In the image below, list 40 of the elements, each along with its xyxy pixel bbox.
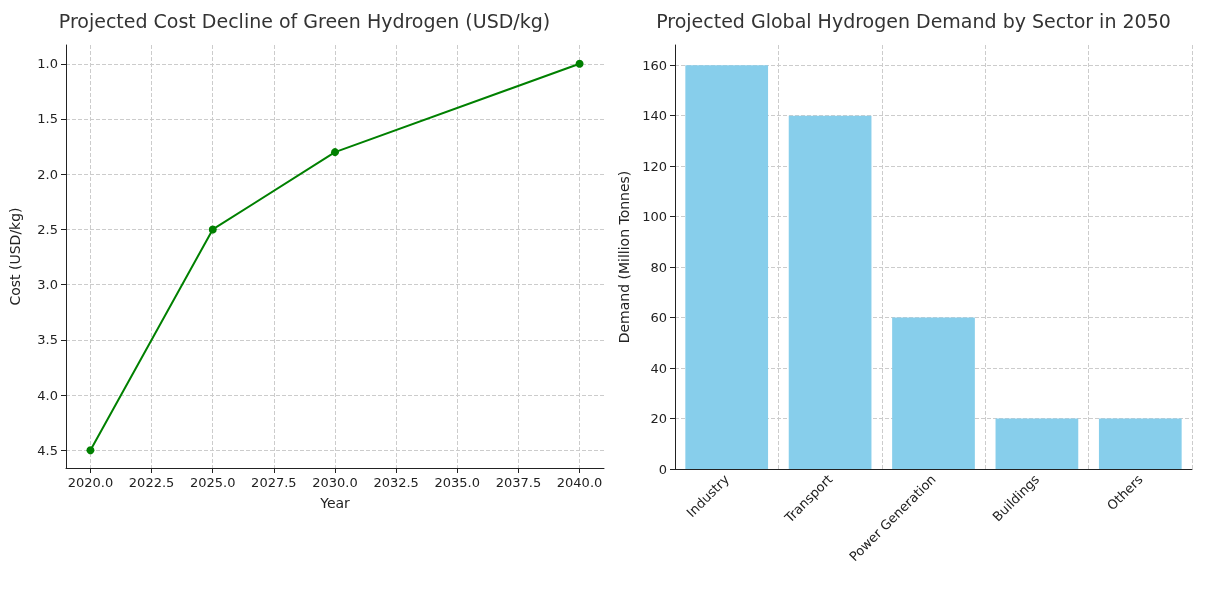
y-tick-label: 3.5 <box>37 332 58 348</box>
y-tick-label: 80 <box>650 259 667 275</box>
bar <box>1098 418 1182 469</box>
x-tick-label: 2032.5 <box>373 475 419 490</box>
y-tick-label: 4.5 <box>37 442 58 458</box>
x-tick-label: 2022.5 <box>128 475 175 490</box>
point <box>575 59 584 68</box>
y-tick-label: 2.5 <box>37 221 58 237</box>
x-tick-label: 2030.0 <box>312 475 358 490</box>
y-tick-label: 0 <box>658 461 667 477</box>
x-axis-title: Year <box>319 495 351 511</box>
y-axis-title: Demand (Million Tonnes) <box>616 170 632 344</box>
chart-title: Projected Cost Decline of Green Hydrogen (USD/kg) <box>58 9 551 32</box>
x-tick-label: 2027.5 <box>251 475 297 490</box>
y-axis-title: Cost (USD/kg) <box>7 207 23 306</box>
bar <box>685 65 769 469</box>
y-tick-label: 3.0 <box>37 277 58 293</box>
y-tick-label: 140 <box>642 108 667 124</box>
x-tick-label: 2040.0 <box>556 475 603 490</box>
bar <box>788 115 872 469</box>
x-tick-label: 2020.0 <box>67 475 114 490</box>
y-tick-label: 160 <box>642 57 667 73</box>
y-tick-label: 1.0 <box>37 56 58 72</box>
y-tick-label: 40 <box>650 360 667 376</box>
x-tick-label: 2035.0 <box>434 475 481 490</box>
point <box>86 446 95 455</box>
x-tick-label: 2025.0 <box>189 475 236 490</box>
bar <box>995 418 1079 469</box>
bar <box>892 317 975 469</box>
y-tick-label: 1.5 <box>37 111 58 127</box>
y-tick-label: 2.0 <box>37 166 58 182</box>
y-tick-label: 120 <box>642 158 667 174</box>
x-tick-label: 2037.5 <box>495 475 542 490</box>
chart-title: Projected Global Hydrogen Demand by Sector in 2050 <box>656 9 1171 32</box>
y-tick-label: 4.0 <box>37 387 58 403</box>
y-tick-label: 100 <box>642 209 667 225</box>
point <box>208 225 217 234</box>
y-tick-label: 20 <box>650 411 667 427</box>
y-tick-label: 60 <box>650 310 667 326</box>
point <box>331 148 339 157</box>
